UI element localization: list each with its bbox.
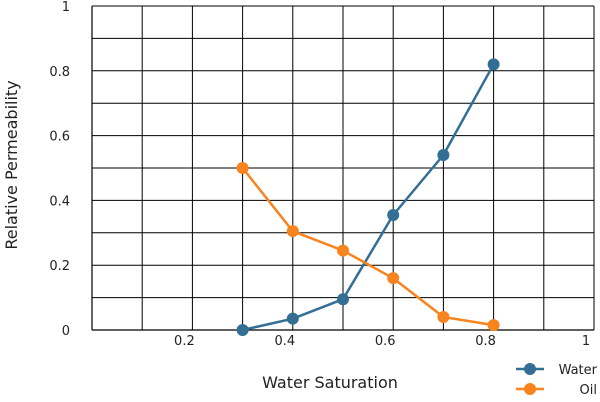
oil-series-line (241, 167, 494, 327)
oil-legend-label: Oil (580, 383, 597, 398)
water-legend-marker (524, 363, 536, 375)
y-tick-label: 0.4 (49, 194, 70, 209)
x-tick-label: 0.8 (475, 334, 496, 349)
oil-data-point (286, 225, 299, 238)
water-data-point (236, 324, 249, 336)
water-series-line (242, 63, 495, 332)
y-tick-label: 0.8 (49, 65, 70, 80)
y-tick-label: 1 (62, 0, 70, 15)
water-data-point (487, 58, 500, 71)
oil-data-point (236, 162, 249, 174)
x-axis-title: Water Saturation (262, 373, 398, 392)
x-tick-label: 0.6 (375, 334, 396, 349)
series (236, 58, 500, 336)
water-data-point (286, 312, 299, 325)
oil-legend-marker (524, 383, 536, 395)
water-data-point (387, 208, 400, 221)
x-tick-label: 0.2 (174, 334, 195, 349)
grid (91, 5, 595, 331)
water-data-point (437, 149, 450, 162)
oil-data-point (387, 272, 400, 285)
y-tick-label: 0.2 (49, 259, 70, 274)
oil-data-point (437, 311, 450, 324)
x-tick-label: 0.4 (274, 334, 295, 349)
water-legend-label: Water (559, 363, 598, 378)
y-tick-label: 0.6 (49, 130, 70, 145)
water-data-point (337, 293, 349, 306)
y-axis-title: Relative Permeability (2, 80, 21, 249)
y-tick-label: 0 (62, 324, 70, 339)
legend: Water Oil (516, 363, 598, 398)
tick-labels: 0.2 0.4 0.6 0.8 1 0 0.2 0.4 0.6 0.8 1 (49, 0, 590, 349)
x-tick-label: 1 (582, 334, 590, 349)
oil-data-point (487, 319, 500, 332)
oil-data-point (337, 244, 349, 257)
